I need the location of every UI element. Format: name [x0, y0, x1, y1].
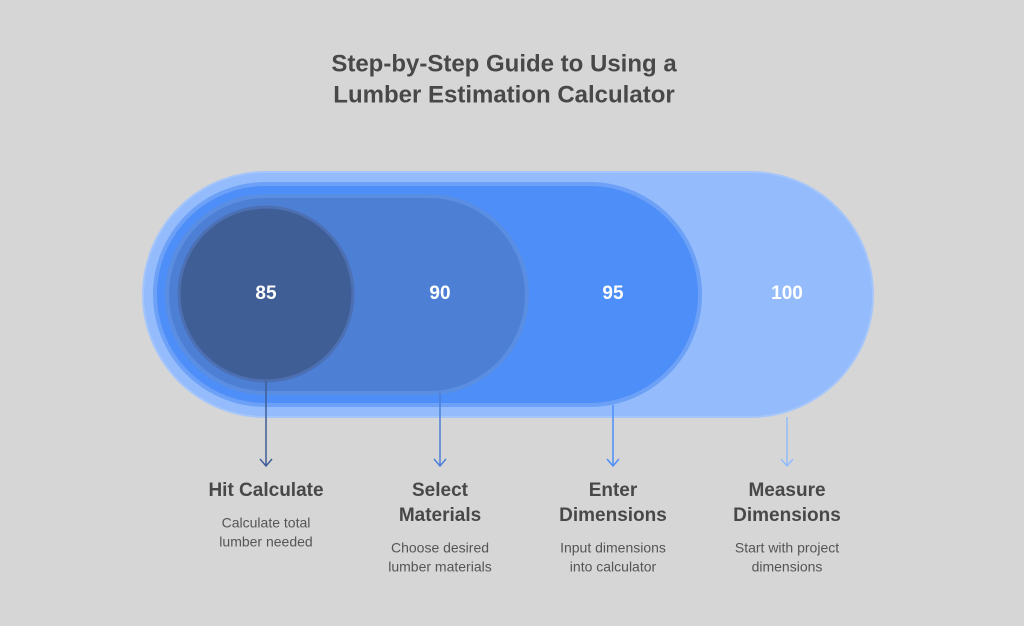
- step-description: lumber needed: [219, 534, 312, 550]
- step-value: 90: [429, 283, 450, 304]
- step-description: Start with project: [735, 540, 839, 556]
- step-title: Select: [412, 480, 469, 501]
- step-title: Materials: [399, 505, 481, 526]
- title: Lumber Estimation Calculator: [333, 81, 674, 108]
- step-title: Enter: [589, 480, 638, 501]
- step-value: 100: [771, 283, 803, 304]
- arrow-head: [606, 458, 620, 468]
- step-description: into calculator: [570, 559, 657, 575]
- step-value: 95: [602, 283, 624, 304]
- step-title: Dimensions: [733, 505, 841, 526]
- arrow-head: [433, 458, 447, 468]
- title: Step-by-Step Guide to Using a: [331, 50, 677, 77]
- step-value: 85: [255, 283, 277, 304]
- arrow-head: [259, 458, 273, 468]
- step-title: Measure: [748, 480, 825, 501]
- step-title: Hit Calculate: [208, 480, 323, 501]
- step-title: Dimensions: [559, 505, 667, 526]
- step-description: lumber materials: [388, 559, 491, 575]
- step-description: dimensions: [752, 559, 823, 575]
- step-description: Calculate total: [222, 515, 311, 531]
- step-description: Choose desired: [391, 540, 489, 556]
- step-description: Input dimensions: [560, 540, 666, 556]
- arrow-head: [780, 458, 794, 468]
